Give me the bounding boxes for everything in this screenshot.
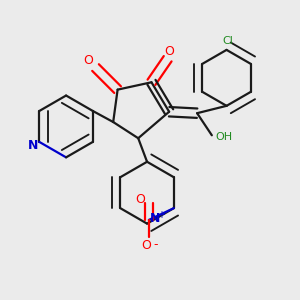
Text: N: N (149, 212, 160, 225)
Text: O: O (141, 239, 151, 252)
Text: O: O (136, 194, 146, 206)
Text: O: O (83, 54, 93, 67)
Text: N: N (28, 139, 38, 152)
Text: +: + (157, 210, 165, 220)
Text: O: O (164, 45, 174, 58)
Text: OH: OH (215, 132, 232, 142)
Text: -: - (153, 238, 158, 251)
Text: Cl: Cl (222, 36, 233, 46)
